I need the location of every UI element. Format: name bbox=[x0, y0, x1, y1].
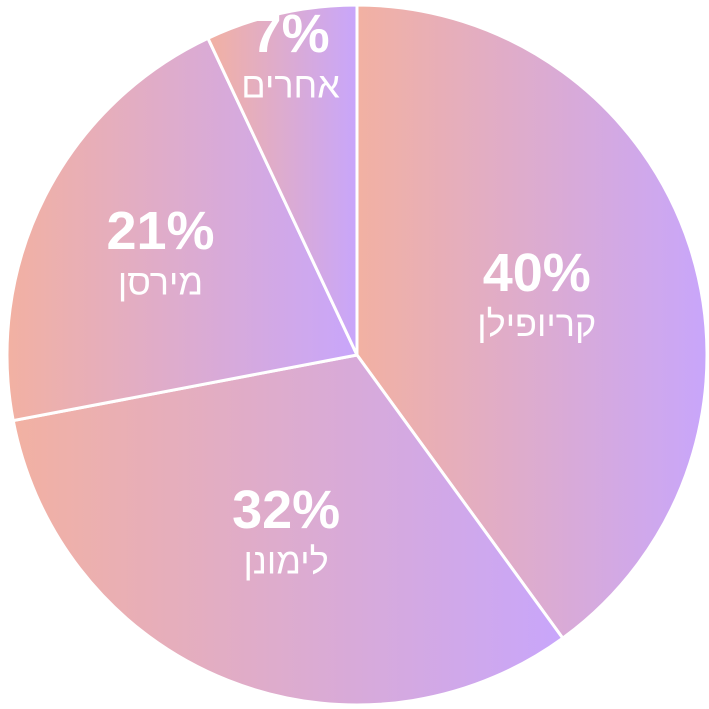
slice-category-label: אחרים bbox=[241, 64, 340, 105]
pie-slice bbox=[355, 3, 709, 641]
slice-value-label: 40% bbox=[483, 243, 591, 303]
slice-value-label: 32% bbox=[232, 480, 340, 540]
slice-category-label: לימונן bbox=[244, 540, 329, 581]
pie-slice bbox=[11, 353, 565, 707]
slice-value-label: 21% bbox=[106, 201, 214, 261]
slice-category-label: קריופילן bbox=[477, 303, 596, 344]
slice-category-label: מירסן bbox=[118, 261, 203, 302]
pie-slice bbox=[5, 36, 360, 423]
pie-slice bbox=[205, 3, 359, 356]
slice-value-label: 7% bbox=[252, 4, 330, 64]
